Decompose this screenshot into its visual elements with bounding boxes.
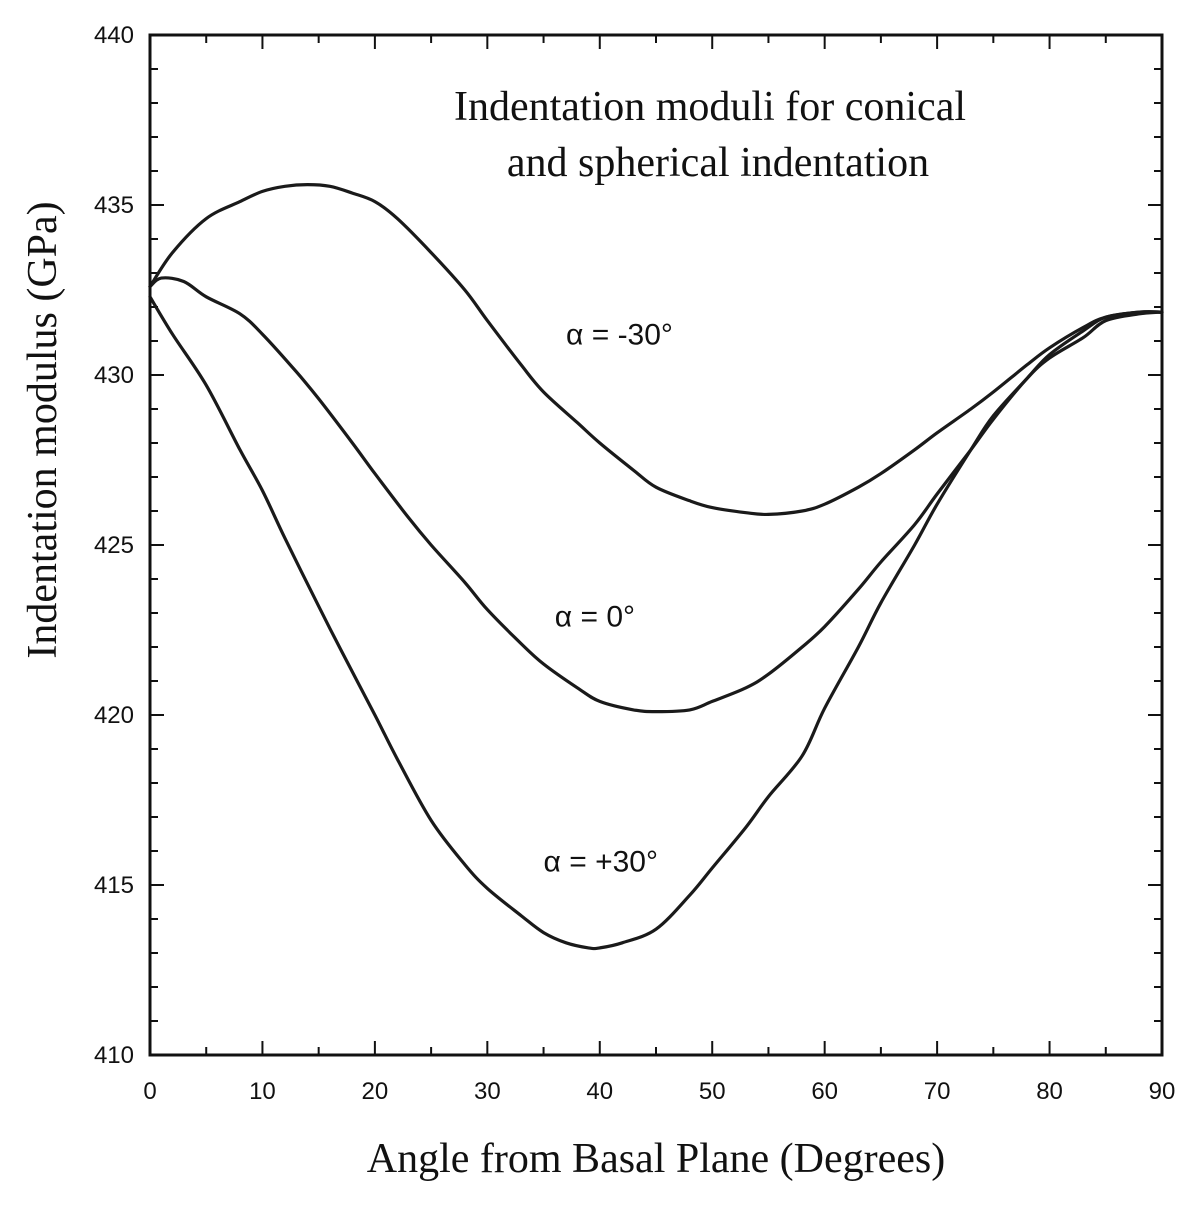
x-tick-label: 50 (699, 1078, 726, 1105)
y-tick-label: 430 (94, 362, 134, 389)
y-tick-label: 415 (94, 872, 134, 899)
x-tick-label: 70 (924, 1078, 951, 1105)
x-tick-label: 20 (362, 1078, 389, 1105)
x-tick-label: 90 (1149, 1078, 1176, 1105)
series-line-1 (148, 183, 1164, 517)
series-line-2 (148, 276, 1164, 714)
chart-title-line-1: Indentation moduli for conical (454, 84, 966, 130)
y-tick-label: 410 (94, 1042, 134, 1069)
plot-frame (148, 33, 1164, 1057)
x-tick-label: 0 (143, 1078, 156, 1105)
y-axis-title: Indentation modulus (GPa) (20, 201, 66, 658)
series-label-1: α = -30° (566, 318, 673, 351)
y-tick-label: 440 (94, 22, 134, 49)
series-label-2: α = 0° (555, 601, 635, 634)
y-tick-label: 435 (94, 192, 134, 219)
x-tick-label: 80 (1036, 1078, 1063, 1105)
series-labels: α = -30° α = 0° α = +30° (544, 318, 673, 878)
chart-title-line-2: and spherical indentation (507, 140, 929, 186)
x-tick-label: 60 (811, 1078, 838, 1105)
series-label-3: α = +30° (544, 845, 658, 878)
x-tick-label: 30 (474, 1078, 501, 1105)
curves (148, 183, 1164, 951)
y-tick-labels: 410 415 420 425 430 435 440 (94, 22, 134, 1069)
y-tick-label: 425 (94, 532, 134, 559)
x-tick-label: 40 (586, 1078, 613, 1105)
x-tick-label: 10 (249, 1078, 276, 1105)
y-tick-label: 420 (94, 702, 134, 729)
x-axis-title: Angle from Basal Plane (Degrees) (367, 1136, 945, 1182)
x-tick-labels: 0 10 20 30 40 50 60 70 80 90 (143, 1078, 1175, 1105)
series-line-3 (148, 295, 1164, 951)
